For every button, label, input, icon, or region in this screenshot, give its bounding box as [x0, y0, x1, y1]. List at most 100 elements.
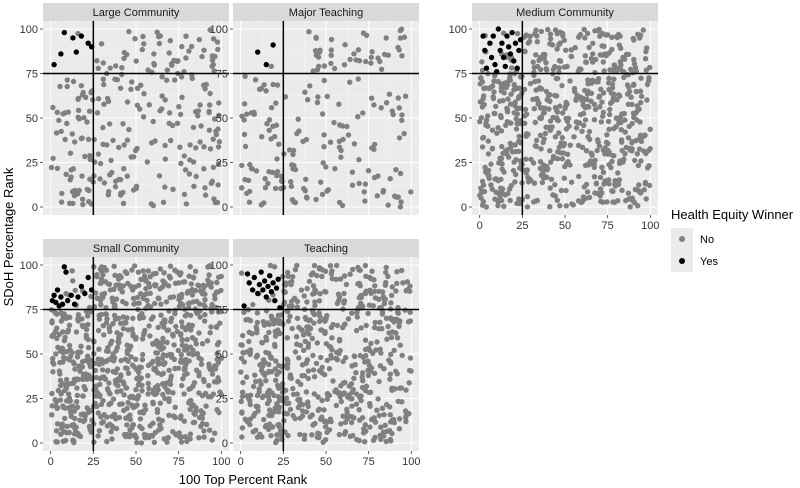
data-point-no [94, 58, 100, 64]
data-point-no [383, 264, 389, 271]
data-point-no [166, 50, 172, 56]
data-point-no [151, 439, 158, 445]
data-point-yes [270, 280, 276, 286]
data-point-no [132, 36, 138, 42]
data-point-no [553, 75, 560, 82]
data-point-no [201, 428, 207, 434]
data-point-no [556, 65, 562, 71]
data-point-no [153, 282, 159, 288]
data-point-no [142, 432, 148, 438]
data-point-no [205, 394, 211, 400]
data-point-no [187, 264, 193, 270]
data-point-no [67, 150, 74, 156]
data-point-no [358, 292, 364, 299]
data-point-no [345, 316, 352, 322]
data-point-no [64, 77, 71, 83]
y-tick-label: 0 [32, 438, 38, 450]
data-point-yes [483, 65, 490, 71]
data-point-no [104, 368, 111, 374]
data-point-no [205, 277, 211, 283]
data-point-no [76, 376, 82, 383]
data-point-no [169, 354, 175, 360]
data-point-no [239, 393, 246, 400]
data-point-no [94, 391, 101, 397]
data-point-no [362, 439, 368, 445]
data-point-no [239, 389, 246, 395]
data-point-no [130, 287, 136, 293]
data-point-no [376, 412, 382, 419]
data-point-no [349, 169, 356, 175]
data-point-yes [251, 274, 257, 281]
data-point-no [97, 381, 103, 387]
data-point-no [270, 81, 276, 88]
data-point-no [276, 320, 282, 326]
data-point-no [313, 196, 319, 203]
data-point-no [558, 187, 565, 194]
y-tick-label: 75 [455, 69, 467, 81]
data-point-no [173, 323, 179, 330]
x-tick-label: 100 [641, 220, 659, 232]
data-point-no [91, 136, 97, 143]
data-point-no [209, 57, 216, 63]
data-point-no [483, 85, 489, 91]
data-point-no [128, 354, 134, 360]
data-point-no [298, 287, 305, 293]
data-point-no [617, 59, 623, 65]
data-point-yes [244, 271, 251, 277]
data-point-no [196, 330, 202, 336]
data-point-no [94, 273, 100, 280]
data-point-no [97, 176, 103, 182]
data-point-no [599, 190, 605, 196]
data-point-no [121, 49, 128, 56]
data-point-no [644, 97, 650, 103]
data-point-no [290, 412, 296, 419]
data-point-no [189, 286, 195, 293]
y-tick-label: 100 [210, 24, 228, 36]
data-point-no [160, 199, 167, 205]
data-point-no [172, 404, 178, 410]
data-point-no [308, 272, 315, 278]
data-point-no [321, 63, 328, 69]
data-point-no [546, 106, 552, 112]
data-point-no [78, 343, 84, 349]
data-point-no [289, 325, 295, 332]
data-point-yes [58, 51, 64, 57]
data-point-no [328, 47, 334, 53]
data-point-no [206, 364, 212, 370]
data-point-no [495, 78, 501, 85]
data-point-no [376, 378, 382, 385]
data-point-no [552, 104, 559, 111]
data-point-no [112, 184, 119, 190]
data-point-no [124, 422, 130, 428]
data-point-no [310, 367, 317, 373]
data-point-no [98, 41, 105, 47]
data-point-no [148, 361, 154, 367]
data-point-no [326, 392, 333, 398]
data-point-no [98, 302, 104, 308]
data-point-no [310, 283, 317, 289]
data-point-no [183, 361, 189, 368]
data-point-no [97, 280, 104, 287]
data-point-no [348, 413, 355, 420]
data-point-no [133, 387, 139, 393]
data-point-no [63, 430, 70, 436]
data-point-no [71, 193, 78, 199]
data-point-no [125, 327, 131, 333]
data-point-no [547, 92, 553, 98]
data-point-no [97, 160, 104, 167]
data-point-no [494, 130, 500, 136]
data-point-no [498, 128, 505, 134]
data-point-no [125, 280, 131, 287]
data-point-no [96, 428, 103, 434]
data-point-no [606, 161, 612, 168]
data-point-no [567, 162, 573, 168]
data-point-no [328, 60, 334, 67]
data-point-no [590, 40, 596, 46]
data-point-no [637, 32, 644, 38]
data-point-no [241, 359, 247, 365]
data-point-no [202, 303, 208, 310]
data-point-no [131, 263, 138, 269]
data-point-no [597, 52, 603, 58]
data-point-no [284, 365, 291, 371]
